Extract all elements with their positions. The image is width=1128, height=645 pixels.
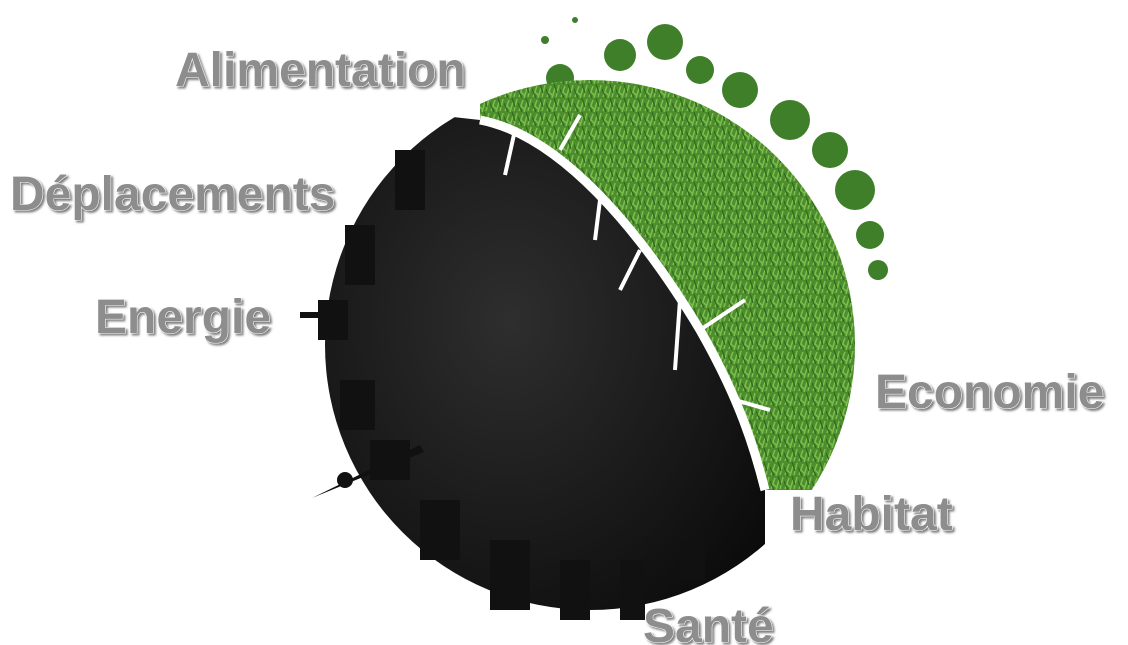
label: Déplacements xyxy=(10,168,335,221)
city-half xyxy=(325,100,765,610)
label: Economie xyxy=(875,366,1104,419)
label: Alimentation xyxy=(175,44,466,97)
skyline xyxy=(300,150,705,620)
label: Habitat xyxy=(790,488,953,541)
label: Energie xyxy=(95,291,271,344)
trees xyxy=(541,17,888,280)
crack xyxy=(479,115,770,492)
crack-branches xyxy=(503,114,771,412)
label: Santé xyxy=(643,600,774,645)
